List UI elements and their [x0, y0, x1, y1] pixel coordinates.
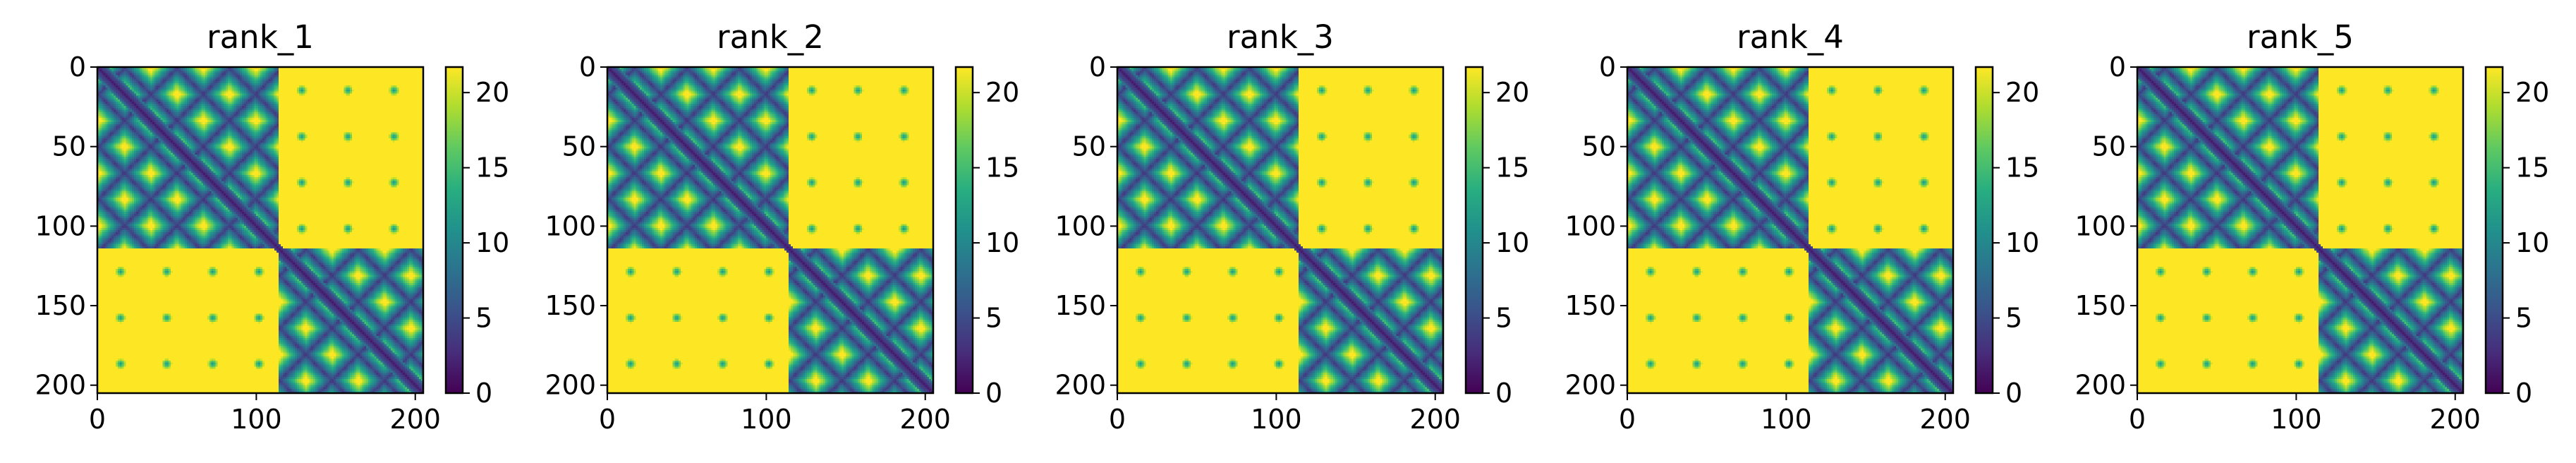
y-tick-label: 200 — [1565, 370, 1616, 401]
colorbar-tick-label: 20 — [985, 77, 1019, 108]
y-tick-label: 50 — [1072, 131, 1106, 162]
colorbar — [1466, 67, 1483, 393]
y-tick-label: 200 — [2074, 370, 2126, 401]
heatmap-image — [1117, 67, 1443, 393]
x-tick-label: 200 — [2429, 404, 2481, 435]
x-tick-label: 0 — [89, 404, 106, 435]
colorbar-tick-label: 20 — [1495, 77, 1529, 108]
colorbar-tick-label: 5 — [2005, 303, 2022, 334]
colorbar-tick-label: 0 — [475, 378, 492, 409]
y-tick-label: 50 — [2092, 131, 2126, 162]
colorbar-tick-label: 15 — [2515, 152, 2549, 184]
colorbar-tick-label: 10 — [2005, 227, 2039, 258]
colorbar-tick-label: 10 — [475, 227, 509, 258]
x-tick-label: 100 — [741, 404, 792, 435]
colorbar — [2486, 67, 2503, 393]
colorbar-tick-label: 15 — [1495, 152, 1529, 184]
heatmap-image — [97, 67, 423, 393]
y-tick-label: 0 — [579, 52, 596, 83]
heatmap-image — [2137, 67, 2463, 393]
colorbar-tick-label: 5 — [985, 303, 1002, 334]
panel-title: rank_2 — [717, 18, 824, 56]
x-tick-label: 0 — [2129, 404, 2146, 435]
y-tick-label: 100 — [1055, 210, 1106, 241]
colorbar-tick-label: 20 — [2515, 77, 2549, 108]
colorbar-tick-label: 0 — [985, 378, 1002, 409]
y-tick-label: 50 — [52, 131, 86, 162]
y-tick-label: 100 — [35, 210, 86, 241]
y-tick-label: 50 — [562, 131, 596, 162]
y-tick-label: 200 — [1055, 370, 1106, 401]
y-tick-label: 100 — [545, 210, 596, 241]
colorbar — [1976, 67, 1993, 393]
panel-title: rank_4 — [1737, 18, 1844, 56]
colorbar-tick-label: 0 — [2515, 378, 2532, 409]
colorbar — [446, 67, 463, 393]
heatmap-image — [1627, 67, 1953, 393]
y-tick-label: 150 — [1565, 290, 1616, 321]
colorbar-tick-label: 5 — [475, 303, 492, 334]
panel-title: rank_5 — [2247, 18, 2354, 56]
colorbar-tick-label: 5 — [2515, 303, 2532, 334]
x-tick-label: 200 — [1409, 404, 1461, 435]
y-tick-label: 0 — [1089, 52, 1106, 83]
y-tick-label: 150 — [2074, 290, 2126, 321]
x-tick-label: 200 — [1919, 404, 1971, 435]
x-tick-label: 200 — [389, 404, 441, 435]
colorbar-tick-label: 0 — [1495, 378, 1512, 409]
y-tick-label: 200 — [545, 370, 596, 401]
x-tick-label: 200 — [899, 404, 951, 435]
y-tick-label: 0 — [2109, 52, 2126, 83]
colorbar-tick-label: 10 — [2515, 227, 2549, 258]
y-tick-label: 150 — [1055, 290, 1106, 321]
panel-title: rank_3 — [1227, 18, 1334, 56]
colorbar-tick-label: 0 — [2005, 378, 2022, 409]
colorbar — [956, 67, 973, 393]
y-tick-label: 150 — [545, 290, 596, 321]
heatmap-image — [607, 67, 933, 393]
y-tick-label: 200 — [35, 370, 86, 401]
y-tick-label: 50 — [1582, 131, 1616, 162]
colorbar-tick-label: 20 — [2005, 77, 2039, 108]
y-tick-label: 150 — [35, 290, 86, 321]
x-tick-label: 100 — [1251, 404, 1302, 435]
panel-title: rank_1 — [207, 18, 314, 56]
colorbar-tick-label: 15 — [475, 152, 509, 184]
x-tick-label: 100 — [2271, 404, 2322, 435]
colorbar-tick-label: 15 — [2005, 152, 2039, 184]
y-tick-label: 0 — [1599, 52, 1616, 83]
y-tick-label: 100 — [2074, 210, 2126, 241]
colorbar-tick-label: 5 — [1495, 303, 1512, 334]
x-tick-label: 100 — [1761, 404, 1812, 435]
y-tick-label: 100 — [1565, 210, 1616, 241]
colorbar-tick-label: 20 — [475, 77, 509, 108]
colorbar-tick-label: 10 — [985, 227, 1019, 258]
colorbar-tick-label: 15 — [985, 152, 1019, 184]
y-tick-label: 0 — [69, 52, 86, 83]
colorbar-tick-label: 10 — [1495, 227, 1529, 258]
x-tick-label: 0 — [1109, 404, 1126, 435]
x-tick-label: 100 — [231, 404, 282, 435]
x-tick-label: 0 — [599, 404, 616, 435]
x-tick-label: 0 — [1619, 404, 1636, 435]
